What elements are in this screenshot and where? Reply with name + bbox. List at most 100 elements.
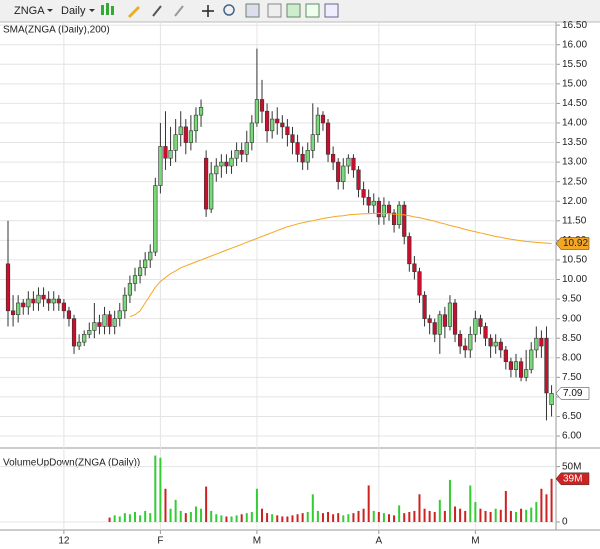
y-tick-label: 9.50 — [562, 294, 582, 305]
volume-bar — [494, 508, 497, 522]
candle-body — [5, 263, 11, 312]
candle-body — [417, 271, 422, 296]
candle-body — [193, 114, 199, 132]
candle-body — [366, 197, 371, 206]
candle-body — [534, 337, 539, 351]
icon[interactable] — [101, 5, 104, 15]
candle-body — [524, 369, 529, 378]
volume-bar — [342, 515, 345, 522]
icon[interactable] — [305, 3, 320, 18]
volume-bar — [530, 507, 533, 522]
candle-body — [371, 200, 376, 206]
volume-bar — [184, 513, 187, 522]
candle-body — [264, 110, 270, 132]
y-tick-label: 0 — [562, 517, 568, 528]
icon[interactable] — [202, 5, 214, 17]
volume-bar — [459, 508, 462, 522]
volume-bar — [352, 513, 355, 522]
symbol-menu[interactable]: ZNGA — [14, 5, 45, 17]
volume-bar — [225, 516, 228, 522]
icon[interactable] — [223, 4, 235, 16]
volume-bar — [316, 510, 319, 522]
candle-body — [513, 361, 519, 370]
candle-body — [432, 322, 437, 335]
candle-body — [198, 107, 204, 116]
y-tick-label: 6.50 — [562, 411, 582, 422]
volume-bar — [291, 515, 294, 522]
volume-bar — [509, 510, 512, 522]
volume-bar — [550, 478, 553, 522]
x-tick-label: M — [471, 536, 479, 547]
icon[interactable] — [111, 6, 114, 15]
icon[interactable] — [245, 3, 260, 18]
volume-bar — [154, 455, 157, 522]
volume-bar — [139, 515, 142, 522]
candle-body — [325, 122, 331, 155]
candle-body — [315, 114, 320, 136]
toolbar-icons[interactable] — [101, 3, 339, 18]
candle-body — [458, 333, 463, 347]
y-tick-label: 13.50 — [562, 137, 587, 148]
volume-bar — [464, 510, 467, 522]
x-tick-label: A — [376, 536, 383, 547]
dropdown-arrow — [89, 9, 95, 12]
y-tick-label: 15.00 — [562, 78, 587, 89]
volume-bar — [520, 508, 523, 522]
candle-body — [442, 314, 447, 327]
candle-body — [234, 150, 239, 159]
candle-body — [224, 161, 229, 167]
x-tick-label: 12 — [58, 536, 70, 547]
candle-body — [346, 157, 351, 167]
volume-bar — [398, 505, 401, 522]
icon[interactable] — [324, 3, 339, 18]
candle-body — [117, 310, 122, 319]
volume-bar — [474, 502, 477, 522]
icon[interactable] — [128, 6, 140, 18]
grid — [0, 22, 556, 530]
volume-bar — [484, 510, 487, 522]
candle-body — [376, 200, 381, 218]
interval-menu[interactable]: Daily — [61, 5, 86, 17]
icon[interactable] — [267, 3, 282, 18]
y-tick-label: 12.50 — [562, 176, 587, 187]
candle-body — [463, 345, 468, 351]
volume-bar — [144, 510, 147, 522]
candle-body — [209, 173, 214, 210]
volume-bar — [357, 510, 360, 522]
candle-body — [483, 326, 488, 339]
candle-body — [71, 318, 77, 347]
candle-body — [412, 263, 417, 272]
candle-body — [92, 322, 97, 331]
volume-bar — [540, 488, 543, 522]
candle-body — [529, 349, 534, 370]
volume-bar — [250, 512, 253, 522]
icon[interactable] — [152, 5, 162, 17]
icon[interactable] — [286, 3, 301, 18]
icon[interactable] — [106, 3, 109, 15]
candle-body — [488, 337, 493, 347]
volume-bar — [454, 506, 457, 522]
candle-body — [508, 361, 514, 370]
volume-bar — [469, 485, 472, 522]
candle-body — [351, 157, 356, 171]
candle-body — [122, 294, 127, 312]
volume-bar — [382, 513, 385, 522]
x-tick-label: F — [157, 536, 163, 547]
candle-body — [102, 314, 107, 327]
candle-body — [539, 337, 544, 347]
candle-body — [356, 169, 361, 190]
icon[interactable] — [174, 5, 184, 17]
volume-bar — [261, 508, 263, 522]
volume-bar — [418, 494, 421, 522]
candle-body — [498, 341, 503, 351]
candle-body — [249, 122, 254, 143]
volume-bar — [169, 508, 172, 522]
candle-body — [407, 236, 412, 265]
volume-bar — [438, 499, 441, 522]
volume-bar — [504, 490, 507, 522]
y-tick-label: 11.50 — [562, 215, 587, 226]
volume-badge-bg — [555, 472, 590, 486]
volume-bar — [393, 515, 396, 522]
candle-body — [173, 134, 178, 151]
volume-bar — [194, 506, 197, 522]
